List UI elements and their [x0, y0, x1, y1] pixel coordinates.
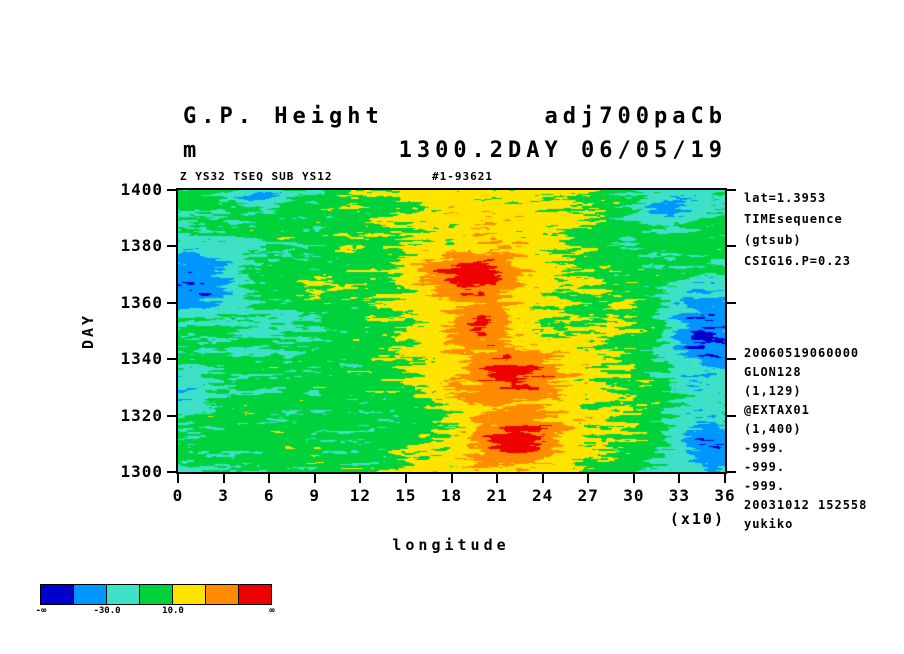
chart-title-left: G.P. Height [183, 104, 384, 129]
colorbar-tick-label: -∞ [35, 606, 47, 616]
side-note-line: -999. [744, 460, 786, 474]
y-tick-mark [167, 358, 176, 361]
x-tick-label: 33 [668, 486, 691, 505]
x-scale-note: (x10) [669, 510, 725, 528]
side-note-line: 20031012 152558 [744, 498, 868, 512]
side-note-line: lat=1.3953 [744, 191, 827, 205]
y-tick-mark-right [727, 301, 736, 304]
y-tick-label: 1380 [120, 236, 163, 256]
chart-subtitle-right: 1300.2DAY 06/05/19 [398, 138, 727, 163]
side-note-line: yukiko [744, 517, 794, 531]
x-tick-label: 36 [714, 486, 736, 505]
x-tick-mark [404, 474, 407, 483]
chart-meta-right: #1-93621 [432, 170, 493, 183]
x-tick-mark [177, 474, 179, 483]
colorbar-tick-label: -30.0 [93, 606, 121, 616]
x-tick-label: 21 [486, 486, 508, 505]
x-tick-mark [496, 474, 499, 483]
colorbar-tick-label: 10.0 [162, 606, 184, 616]
x-tick-mark [450, 474, 453, 483]
x-tick-label: 30 [623, 486, 645, 505]
y-tick-label: 1300 [120, 462, 163, 482]
plot-frame [176, 188, 727, 474]
x-tick-label: 0 [172, 486, 184, 505]
side-note-line: (gtsub) [744, 233, 802, 247]
y-tick-label: 1360 [120, 292, 163, 312]
colorbar-cell [172, 584, 206, 605]
side-note-line: (1,129) [744, 384, 802, 398]
x-tick-mark [541, 474, 544, 483]
y-tick-label: 1340 [120, 349, 163, 369]
chart-meta-left: Z YS32 TSEQ SUB YS12 [180, 170, 333, 183]
side-note-line: 20060519060000 [744, 346, 860, 360]
side-note-line: -999. [744, 479, 786, 493]
x-tick-label: 27 [577, 486, 599, 505]
x-tick-mark [359, 474, 362, 483]
colorbar-labels: -∞ -30.0 10.0 ∞ [36, 605, 275, 618]
x-tick-mark [268, 474, 271, 483]
x-tick-label: 24 [532, 486, 554, 505]
x-axis-title: longitude [392, 536, 510, 554]
side-note-line: (1,400) [744, 422, 802, 436]
y-tick-label: 1400 [120, 180, 163, 200]
side-notes-top: lat=1.3953 TIMEsequence (gtsub) CSIG16.P=0.… [744, 188, 851, 272]
colorbar-cell [40, 584, 74, 605]
colorbar-cell [73, 584, 107, 605]
colorbar-cell [139, 584, 173, 605]
y-tick-mark [167, 471, 176, 473]
side-note-line: -999. [744, 441, 786, 455]
side-note-line: @EXTAX01 [744, 403, 810, 417]
y-tick-label: 1320 [120, 405, 163, 425]
side-notes-bottom: 20060519060000 GLON128 (1,129) @EXTAX01 (1,4… [744, 344, 867, 534]
y-tick-mark-right [727, 358, 736, 361]
colorbar: -∞ -30.0 10.0 ∞ [36, 584, 275, 618]
colorbar-cells [40, 584, 272, 605]
colorbar-cell [238, 584, 272, 605]
x-tick-mark [632, 474, 635, 483]
side-note-line: TIMEsequence [744, 212, 843, 226]
y-tick-mark-right [727, 471, 736, 473]
side-note-line: CSIG16.P=0.23 [744, 254, 851, 268]
heatmap-canvas [178, 190, 725, 472]
x-tick-label: 18 [440, 486, 463, 505]
chart-units-label: m [183, 138, 202, 163]
side-note-line: GLON128 [744, 365, 802, 379]
x-tick-label: 6 [263, 486, 275, 505]
x-tick-label: 12 [349, 486, 371, 505]
y-tick-mark-right [727, 189, 736, 191]
y-tick-mark [167, 245, 176, 248]
y-tick-mark [167, 301, 176, 304]
x-tick-mark [313, 474, 316, 483]
x-tick-mark [724, 474, 726, 483]
colorbar-cell [205, 584, 239, 605]
chart-title-right: adj700paCb [544, 104, 727, 129]
y-tick-mark [167, 189, 176, 191]
y-axis-title: DAY [79, 312, 97, 350]
y-tick-mark-right [727, 245, 736, 248]
x-tick-label: 3 [218, 486, 229, 505]
colorbar-cell [106, 584, 140, 605]
y-tick-mark-right [727, 414, 736, 417]
x-tick-label: 15 [395, 486, 417, 505]
x-tick-mark [678, 474, 681, 483]
x-tick-mark [587, 474, 590, 483]
x-tick-label: 9 [309, 486, 321, 505]
y-tick-mark [167, 414, 176, 417]
colorbar-tick-label: ∞ [269, 606, 275, 616]
x-tick-mark [222, 474, 225, 483]
